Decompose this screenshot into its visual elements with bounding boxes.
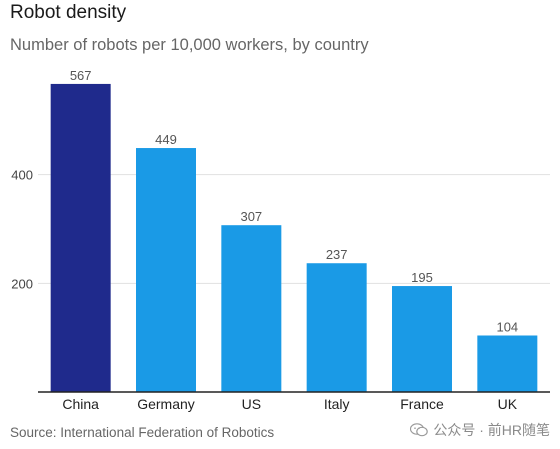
value-label: 307 bbox=[240, 209, 262, 224]
bar-us bbox=[221, 225, 282, 392]
bar-germany bbox=[136, 148, 196, 392]
chart-subtitle: Number of robots per 10,000 workers, by … bbox=[10, 36, 369, 54]
value-label: 104 bbox=[496, 319, 518, 334]
x-tick-label: US bbox=[242, 396, 261, 412]
value-label: 567 bbox=[70, 68, 92, 83]
bar-france bbox=[392, 286, 452, 392]
x-tick-label: Germany bbox=[137, 396, 195, 412]
x-tick-label: UK bbox=[498, 396, 518, 412]
x-tick-label: China bbox=[62, 396, 99, 412]
value-label: 195 bbox=[411, 270, 433, 285]
x-tick-label: Italy bbox=[324, 396, 350, 412]
wechat-icon bbox=[410, 423, 429, 437]
x-tick-label: France bbox=[400, 396, 444, 412]
y-tick-label: 200 bbox=[11, 276, 33, 291]
bar-china bbox=[50, 83, 111, 393]
bar-uk bbox=[477, 335, 538, 392]
y-tick-label: 400 bbox=[11, 168, 33, 183]
value-label: 449 bbox=[155, 132, 177, 147]
bar-italy bbox=[306, 263, 367, 392]
watermark: 公众号 · 前HR随笔 bbox=[410, 420, 550, 440]
watermark-text: 公众号 · 前HR随笔 bbox=[433, 422, 550, 438]
source-note: Source: International Federation of Robo… bbox=[10, 425, 275, 440]
chart-title: Robot density bbox=[10, 2, 127, 23]
value-label: 237 bbox=[326, 247, 348, 262]
